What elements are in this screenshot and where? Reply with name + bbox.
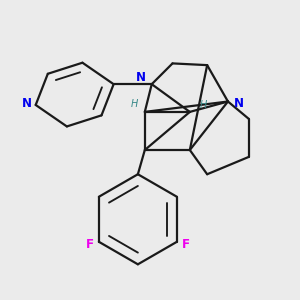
Text: F: F	[182, 238, 190, 251]
Text: H: H	[131, 99, 138, 109]
Text: N: N	[136, 71, 146, 84]
Text: N: N	[22, 97, 32, 110]
Text: H: H	[199, 100, 207, 110]
Text: N: N	[234, 97, 244, 110]
Text: F: F	[86, 238, 94, 251]
